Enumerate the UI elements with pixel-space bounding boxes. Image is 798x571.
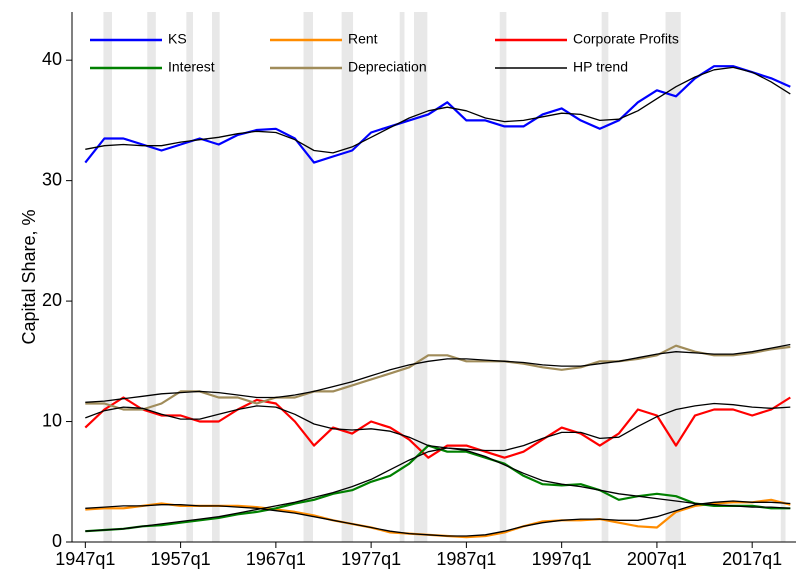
y-tick-label: 10 xyxy=(42,410,62,430)
x-tick-label: 2017q1 xyxy=(722,549,782,569)
shaded-period xyxy=(186,12,193,542)
legend-label: Corporate Profits xyxy=(573,31,679,47)
trend-line xyxy=(85,500,791,537)
series-line xyxy=(85,344,791,411)
series-line xyxy=(84,396,791,459)
x-tick-label: 1947q1 xyxy=(55,549,115,569)
y-axis-label: Capital Share, % xyxy=(19,209,39,344)
shaded-period xyxy=(212,12,220,542)
trend-line xyxy=(85,66,791,154)
shaded-period xyxy=(601,12,609,542)
shaded-period xyxy=(103,12,113,542)
shaded-period xyxy=(303,12,314,542)
shaded-period xyxy=(341,12,354,542)
legend-label: KS xyxy=(168,31,187,47)
series-line xyxy=(85,444,791,533)
y-tick-label: 20 xyxy=(42,290,62,310)
trend-line xyxy=(85,343,791,403)
shaded-period xyxy=(413,12,428,542)
trend-line xyxy=(85,402,791,452)
legend-label: Rent xyxy=(348,31,378,47)
x-tick-label: 2007q1 xyxy=(627,549,687,569)
x-tick-label: 1997q1 xyxy=(532,549,592,569)
legend-label: Depreciation xyxy=(348,59,427,75)
legend-label: Interest xyxy=(168,59,215,75)
shaded-period xyxy=(780,12,786,542)
shaded-period xyxy=(399,12,405,542)
y-tick-label: 0 xyxy=(52,531,62,551)
x-tick-label: 1977q1 xyxy=(341,549,401,569)
x-tick-label: 1967q1 xyxy=(246,549,306,569)
trend-line xyxy=(85,447,791,532)
x-tick-label: 1957q1 xyxy=(151,549,211,569)
y-tick-label: 30 xyxy=(42,169,62,189)
shaded-period xyxy=(499,12,507,542)
shaded-period xyxy=(147,12,156,542)
legend-label: HP trend xyxy=(573,59,628,75)
x-tick-label: 1987q1 xyxy=(436,549,496,569)
y-tick-label: 40 xyxy=(42,49,62,69)
